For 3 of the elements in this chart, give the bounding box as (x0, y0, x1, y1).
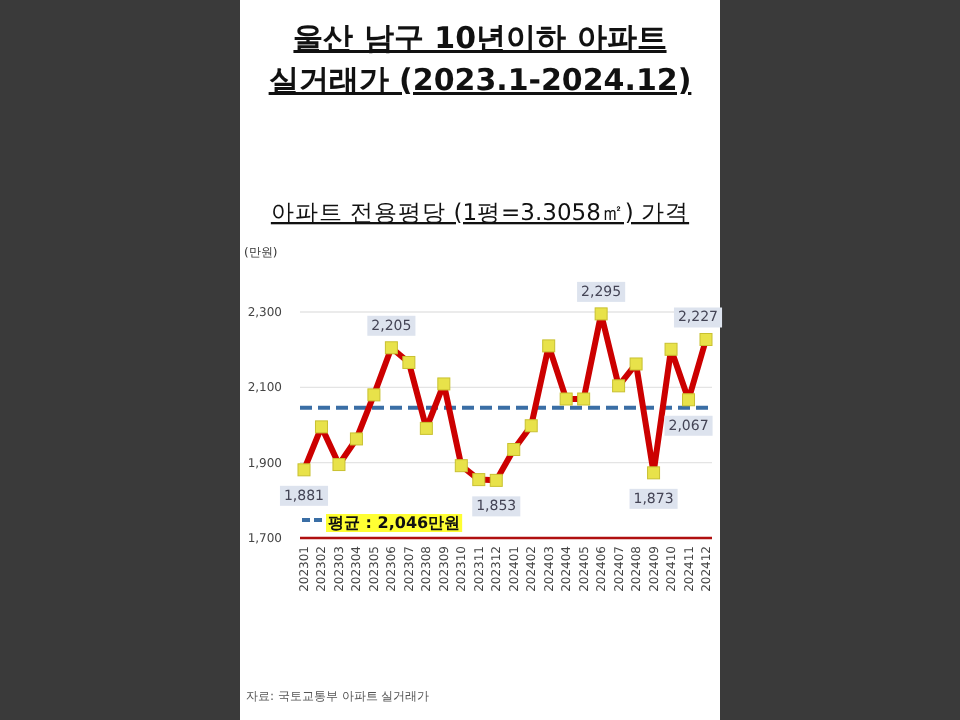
chart-subtitle: 아파트 전용평당 (1평=3.3058㎡) 가격 (270, 198, 690, 226)
legend-label: 평균 : 2,046만원 (328, 514, 461, 532)
chart-title: 울산 남구 10년이하 아파트 실거래가 (2023.1-2024.12) (268, 20, 692, 98)
